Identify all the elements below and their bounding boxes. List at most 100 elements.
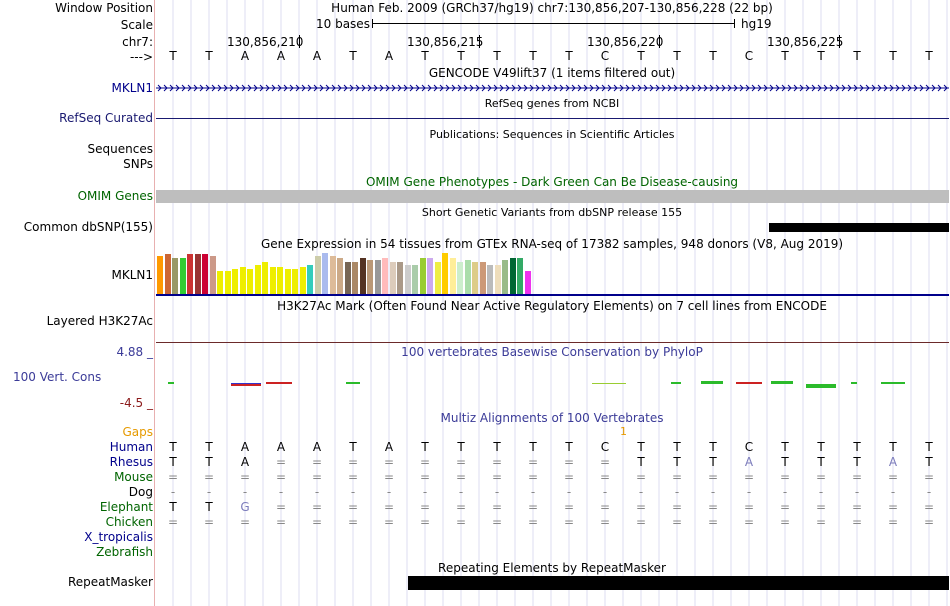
gtex-tissue-bar[interactable] bbox=[487, 265, 493, 294]
repeatmasker-element[interactable] bbox=[408, 576, 949, 590]
gtex-tissue-bar[interactable] bbox=[434, 262, 441, 294]
omim-gene-feature[interactable] bbox=[156, 190, 949, 203]
publications-track-title[interactable]: Publications: Sequences in Scientific Ar… bbox=[429, 128, 675, 141]
gtex-tissue-bar[interactable] bbox=[404, 265, 411, 294]
gtex-tissue-bar[interactable] bbox=[179, 258, 186, 294]
gtex-tissue-bar[interactable] bbox=[524, 271, 531, 294]
refseq-gene-feature[interactable] bbox=[156, 118, 949, 119]
gtex-expression-bars[interactable] bbox=[156, 252, 556, 294]
species-label-dog[interactable]: Dog bbox=[128, 485, 153, 499]
gtex-tissue-bar[interactable] bbox=[517, 258, 523, 294]
strand-chevron bbox=[637, 84, 642, 92]
gtex-tissue-bar[interactable] bbox=[157, 256, 163, 294]
species-label-elephant[interactable]: Elephant bbox=[99, 500, 153, 514]
dbsnp-track-label[interactable]: Common dbSNP(155) bbox=[23, 220, 153, 234]
gtex-tissue-bar[interactable] bbox=[187, 254, 193, 294]
strand-chevron bbox=[259, 84, 264, 92]
gtex-tissue-bar[interactable] bbox=[464, 260, 471, 294]
gtex-tissue-bar[interactable] bbox=[494, 265, 501, 294]
refseq-track-label[interactable]: RefSeq Curated bbox=[59, 111, 153, 125]
gtex-tissue-bar[interactable] bbox=[427, 258, 433, 294]
species-label-chicken[interactable]: Chicken bbox=[105, 515, 153, 529]
gtex-tissue-bar[interactable] bbox=[284, 269, 291, 294]
h3k27ac-track-title[interactable]: H3K27Ac Mark (Often Found Near Active Re… bbox=[277, 299, 827, 313]
gtex-tissue-bar[interactable] bbox=[337, 258, 343, 294]
snps-track-label[interactable]: SNPs bbox=[123, 157, 153, 171]
gtex-tissue-bar[interactable] bbox=[224, 271, 231, 294]
strand-chevron bbox=[715, 84, 720, 92]
gtex-tissue-bar[interactable] bbox=[389, 262, 396, 294]
gtex-tissue-bar[interactable] bbox=[247, 269, 253, 294]
species-label-zebrafish[interactable]: Zebrafish bbox=[96, 545, 153, 559]
gtex-tissue-bar[interactable] bbox=[397, 262, 403, 294]
gtex-tissue-bar[interactable] bbox=[232, 269, 238, 294]
phylop-track-label[interactable]: 100 Vert. Cons bbox=[13, 370, 102, 384]
strand-chevron bbox=[865, 84, 870, 92]
gtex-track-label[interactable]: MKLN1 bbox=[111, 268, 153, 282]
alignment-base: = bbox=[275, 515, 287, 529]
gencode-track-label[interactable]: MKLN1 bbox=[111, 81, 153, 95]
strand-chevron bbox=[499, 84, 504, 92]
gtex-tissue-bar[interactable] bbox=[329, 256, 336, 294]
chrom-label: chr7: bbox=[122, 35, 153, 49]
gtex-tissue-bar[interactable] bbox=[419, 258, 426, 294]
gtex-tissue-bar[interactable] bbox=[322, 253, 328, 294]
dbsnp-track-title[interactable]: Short Genetic Variants from dbSNP releas… bbox=[421, 206, 683, 219]
omim-track-title[interactable]: OMIM Gene Phenotypes - Dark Green Can Be… bbox=[365, 175, 739, 189]
phylop-track-title[interactable]: 100 vertebrates Basewise Conservation by… bbox=[401, 345, 703, 359]
gtex-tissue-bar[interactable] bbox=[217, 271, 223, 294]
gtex-tissue-bar[interactable] bbox=[502, 260, 508, 294]
species-label-x-tropicalis[interactable]: X_tropicalis bbox=[84, 530, 153, 544]
gtex-tissue-bar[interactable] bbox=[412, 265, 418, 294]
strand-chevron bbox=[763, 84, 768, 92]
gtex-tissue-bar[interactable] bbox=[172, 258, 178, 294]
dbsnp-variant-feature[interactable] bbox=[769, 223, 949, 232]
gtex-tissue-bar[interactable] bbox=[457, 262, 463, 294]
phylop-wiggle-plot[interactable] bbox=[156, 372, 949, 396]
gtex-tissue-bar[interactable] bbox=[277, 267, 283, 294]
gtex-tissue-bar[interactable] bbox=[314, 256, 321, 294]
gtex-tissue-bar[interactable] bbox=[367, 260, 373, 294]
multiz-gaps-label: Gaps bbox=[122, 425, 153, 439]
gtex-tissue-bar[interactable] bbox=[164, 254, 171, 294]
gtex-tissue-bar[interactable] bbox=[254, 265, 261, 294]
gtex-tissue-bar[interactable] bbox=[299, 267, 306, 294]
gtex-tissue-bar[interactable] bbox=[449, 258, 456, 294]
alignment-base: - bbox=[746, 485, 752, 499]
gtex-tissue-bar[interactable] bbox=[374, 260, 381, 294]
gtex-tissue-bar[interactable] bbox=[382, 258, 388, 294]
gtex-tissue-bar[interactable] bbox=[509, 258, 516, 294]
h3k27ac-track-label[interactable]: Layered H3K27Ac bbox=[46, 314, 153, 328]
gtex-tissue-bar[interactable] bbox=[262, 262, 268, 294]
gtex-tissue-bar[interactable] bbox=[344, 262, 351, 294]
gtex-tissue-bar[interactable] bbox=[352, 262, 358, 294]
gtex-tissue-bar[interactable] bbox=[359, 258, 366, 294]
alignment-base: = bbox=[383, 500, 395, 514]
multiz-track-title[interactable]: Multiz Alignments of 100 Vertebrates bbox=[440, 411, 664, 425]
reference-base: T bbox=[673, 49, 681, 63]
alignment-base: = bbox=[563, 470, 575, 484]
gencode-track-title[interactable]: GENCODE V49lift37 (1 items filtered out) bbox=[428, 66, 676, 80]
species-label-mouse[interactable]: Mouse bbox=[114, 470, 153, 484]
species-label-rhesus[interactable]: Rhesus bbox=[109, 455, 153, 469]
gtex-tissue-bar[interactable] bbox=[479, 262, 486, 294]
refseq-track-title[interactable]: RefSeq genes from NCBI bbox=[484, 97, 620, 110]
gtex-tissue-bar[interactable] bbox=[202, 254, 208, 294]
gtex-tissue-bar[interactable] bbox=[194, 254, 201, 294]
gtex-tissue-bar[interactable] bbox=[307, 265, 313, 294]
gtex-tissue-bar[interactable] bbox=[239, 267, 246, 294]
repeatmasker-track-label[interactable]: RepeatMasker bbox=[67, 575, 153, 589]
gtex-track-title[interactable]: Gene Expression in 54 tissues from GTEx … bbox=[260, 237, 844, 251]
species-label-human[interactable]: Human bbox=[109, 440, 153, 454]
gtex-tissue-bar[interactable] bbox=[209, 256, 216, 294]
gencode-gene-feature[interactable] bbox=[156, 83, 949, 93]
gtex-tissue-bar[interactable] bbox=[472, 262, 478, 294]
gtex-tissue-bar[interactable] bbox=[442, 253, 448, 294]
omim-track-label[interactable]: OMIM Genes bbox=[77, 189, 153, 203]
gtex-tissue-bar[interactable] bbox=[269, 267, 276, 294]
publications-sequences-label[interactable]: Sequences bbox=[87, 142, 153, 156]
alignment-base: = bbox=[635, 500, 647, 514]
repeatmasker-track-title[interactable]: Repeating Elements by RepeatMasker bbox=[438, 561, 666, 575]
gtex-tissue-bar[interactable] bbox=[292, 269, 298, 294]
strand-chevron bbox=[931, 84, 936, 92]
